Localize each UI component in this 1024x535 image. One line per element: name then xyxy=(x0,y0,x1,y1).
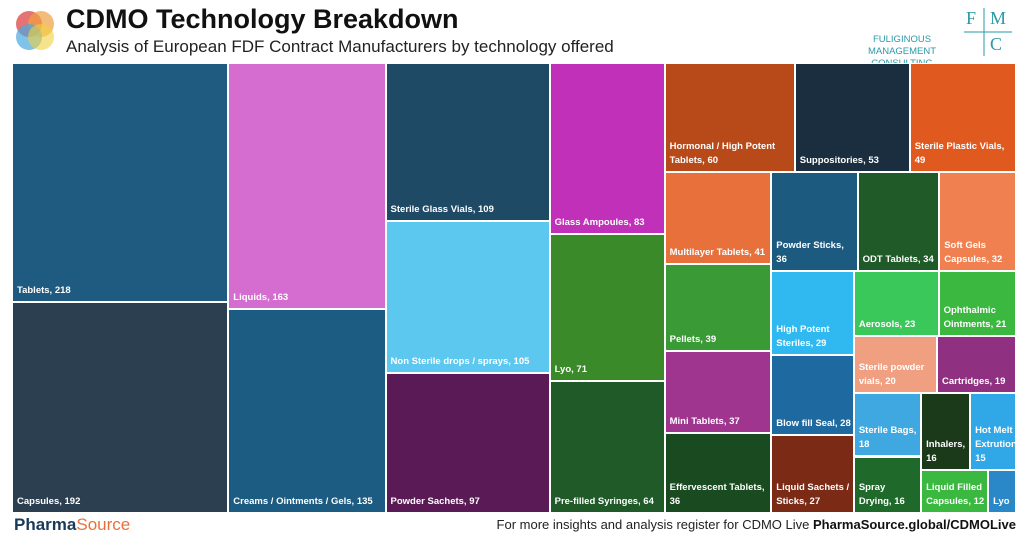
tile: Effervescent Tablets, 36 xyxy=(664,432,772,513)
tile-label: Multilayer Tablets, 41 xyxy=(669,246,766,258)
tile-label: Inhalers, 16 xyxy=(926,439,966,465)
logo: F M C FULIGINOUS MANAGEMENT CONSULTING xyxy=(842,6,1017,69)
tile-label: Sterile powder vials, 20 xyxy=(858,361,925,387)
tile-label: Liquids, 163 xyxy=(233,292,289,304)
tile: Suppositories, 53 xyxy=(794,63,910,173)
tile-label: Capsules, 192 xyxy=(17,495,81,507)
tile-label: Non Sterile drops / sprays, 105 xyxy=(390,355,530,367)
tile-label: Liquid Filled Capsules, 12 xyxy=(926,481,985,507)
tile: Glass Ampoules, 83 xyxy=(549,63,665,235)
tile: Liquids, 163 xyxy=(228,63,386,310)
brand: PharmaSource xyxy=(14,515,130,535)
subtitle: Analysis of European FDF Contract Manufa… xyxy=(66,37,614,56)
tile: Non Sterile drops / sprays, 105 xyxy=(385,220,550,373)
tile: Multilayer Tablets, 41 xyxy=(664,172,772,264)
tile-label: Liquid Sachets / Sticks, 27 xyxy=(776,481,850,507)
tile-label: Pre-filled Syringes, 64 xyxy=(554,495,654,507)
footer-link: PharmaSource.global/CDMOLive xyxy=(813,517,1016,532)
tile-label: Creams / Ointments / Gels, 135 xyxy=(233,495,373,507)
brand-part: Source xyxy=(76,515,131,534)
tile-label: Sterile Glass Vials, 109 xyxy=(390,203,494,215)
tile: Powder Sachets, 97 xyxy=(385,372,550,513)
treemap: Tablets, 218 Capsules, 192 Liquids, 163 Cre… xyxy=(12,63,1016,513)
tile: Powder Sticks, 36 xyxy=(771,172,858,272)
tile: Sterile Glass Vials, 109 xyxy=(385,63,550,221)
tile: Sterile powder vials, 20 xyxy=(853,335,937,393)
tile-label: Pellets, 39 xyxy=(669,333,717,345)
tile: Tablets, 218 xyxy=(12,63,229,303)
tile: Lyo, 71 xyxy=(549,234,665,381)
tile-label: Sterile Plastic Vials, 49 xyxy=(914,141,1005,167)
tile: Hormonal / High Potent Tablets, 60 xyxy=(664,63,795,173)
tile-label: Spray Drying, 16 xyxy=(858,481,905,507)
tile-label: Suppositories, 53 xyxy=(799,155,879,167)
tile-label: ODT Tablets, 34 xyxy=(862,254,934,266)
tile: Creams / Ointments / Gels, 135 xyxy=(228,309,386,513)
tile: Sterile Plastic Vials, 49 xyxy=(909,63,1016,173)
tile-label: Ophthalmic Ointments, 21 xyxy=(943,304,1007,330)
tile-label: Effervescent Tablets, 36 xyxy=(669,481,765,507)
tile: Lyo xyxy=(988,470,1016,513)
tile: Inhalers, 16 xyxy=(921,392,971,471)
tile-label: Lyo xyxy=(993,495,1010,507)
tile-label: Blow fill Seal, 28 xyxy=(776,418,851,430)
tile-label: Sterile Bags, 18 xyxy=(858,425,917,451)
tile: ODT Tablets, 34 xyxy=(857,172,940,272)
tile: Soft Gels Capsules, 32 xyxy=(939,172,1016,272)
tile-label: Lyo, 71 xyxy=(554,363,587,375)
tile: Spray Drying, 16 xyxy=(853,456,922,513)
tile-label: Tablets, 218 xyxy=(17,285,71,297)
title: CDMO Technology Breakdown xyxy=(66,4,459,34)
tile-label: Hormonal / High Potent Tablets, 60 xyxy=(669,141,776,167)
title-icon xyxy=(16,11,54,50)
tile-label: Cartridges, 19 xyxy=(942,375,1006,387)
tile-label: Glass Ampoules, 83 xyxy=(554,217,645,229)
tile: Hot Melt Extrution, 15 xyxy=(970,392,1016,471)
tile: Capsules, 192 xyxy=(12,302,229,513)
tile: High Potent Steriles, 29 xyxy=(771,271,854,355)
tile-label: Mini Tablets, 37 xyxy=(669,415,740,427)
tile: Pellets, 39 xyxy=(664,263,772,351)
footer: For more insights and analysis register … xyxy=(497,517,1016,532)
logo-letter: C xyxy=(990,34,1003,54)
tile-label: Powder Sticks, 36 xyxy=(776,240,844,266)
tile: Mini Tablets, 37 xyxy=(664,350,772,433)
tile: Ophthalmic Ointments, 21 xyxy=(938,271,1016,336)
brand-part: Pharma xyxy=(14,515,77,534)
tile: Pre-filled Syringes, 64 xyxy=(549,380,665,513)
tile-label: High Potent Steriles, 29 xyxy=(776,323,830,349)
tile: Aerosols, 23 xyxy=(853,271,939,336)
logo-letter: M xyxy=(990,8,1007,28)
tile-label: Powder Sachets, 97 xyxy=(390,495,480,507)
logo-letter: F xyxy=(966,8,977,28)
tile: Liquid Sachets / Sticks, 27 xyxy=(771,435,854,513)
tile: Blow fill Seal, 28 xyxy=(771,354,854,436)
tile-label: Aerosols, 23 xyxy=(858,318,916,330)
tile: Liquid Filled Capsules, 12 xyxy=(921,470,989,513)
footer-text: For more insights and analysis register … xyxy=(496,517,813,532)
logo-frame xyxy=(964,8,1012,56)
tile-label: Soft Gels Capsules, 32 xyxy=(944,240,1003,266)
tile: Cartridges, 19 xyxy=(937,335,1016,393)
tile-label: Hot Melt Extrution, 15 xyxy=(975,425,1016,465)
tile: Sterile Bags, 18 xyxy=(853,392,922,457)
